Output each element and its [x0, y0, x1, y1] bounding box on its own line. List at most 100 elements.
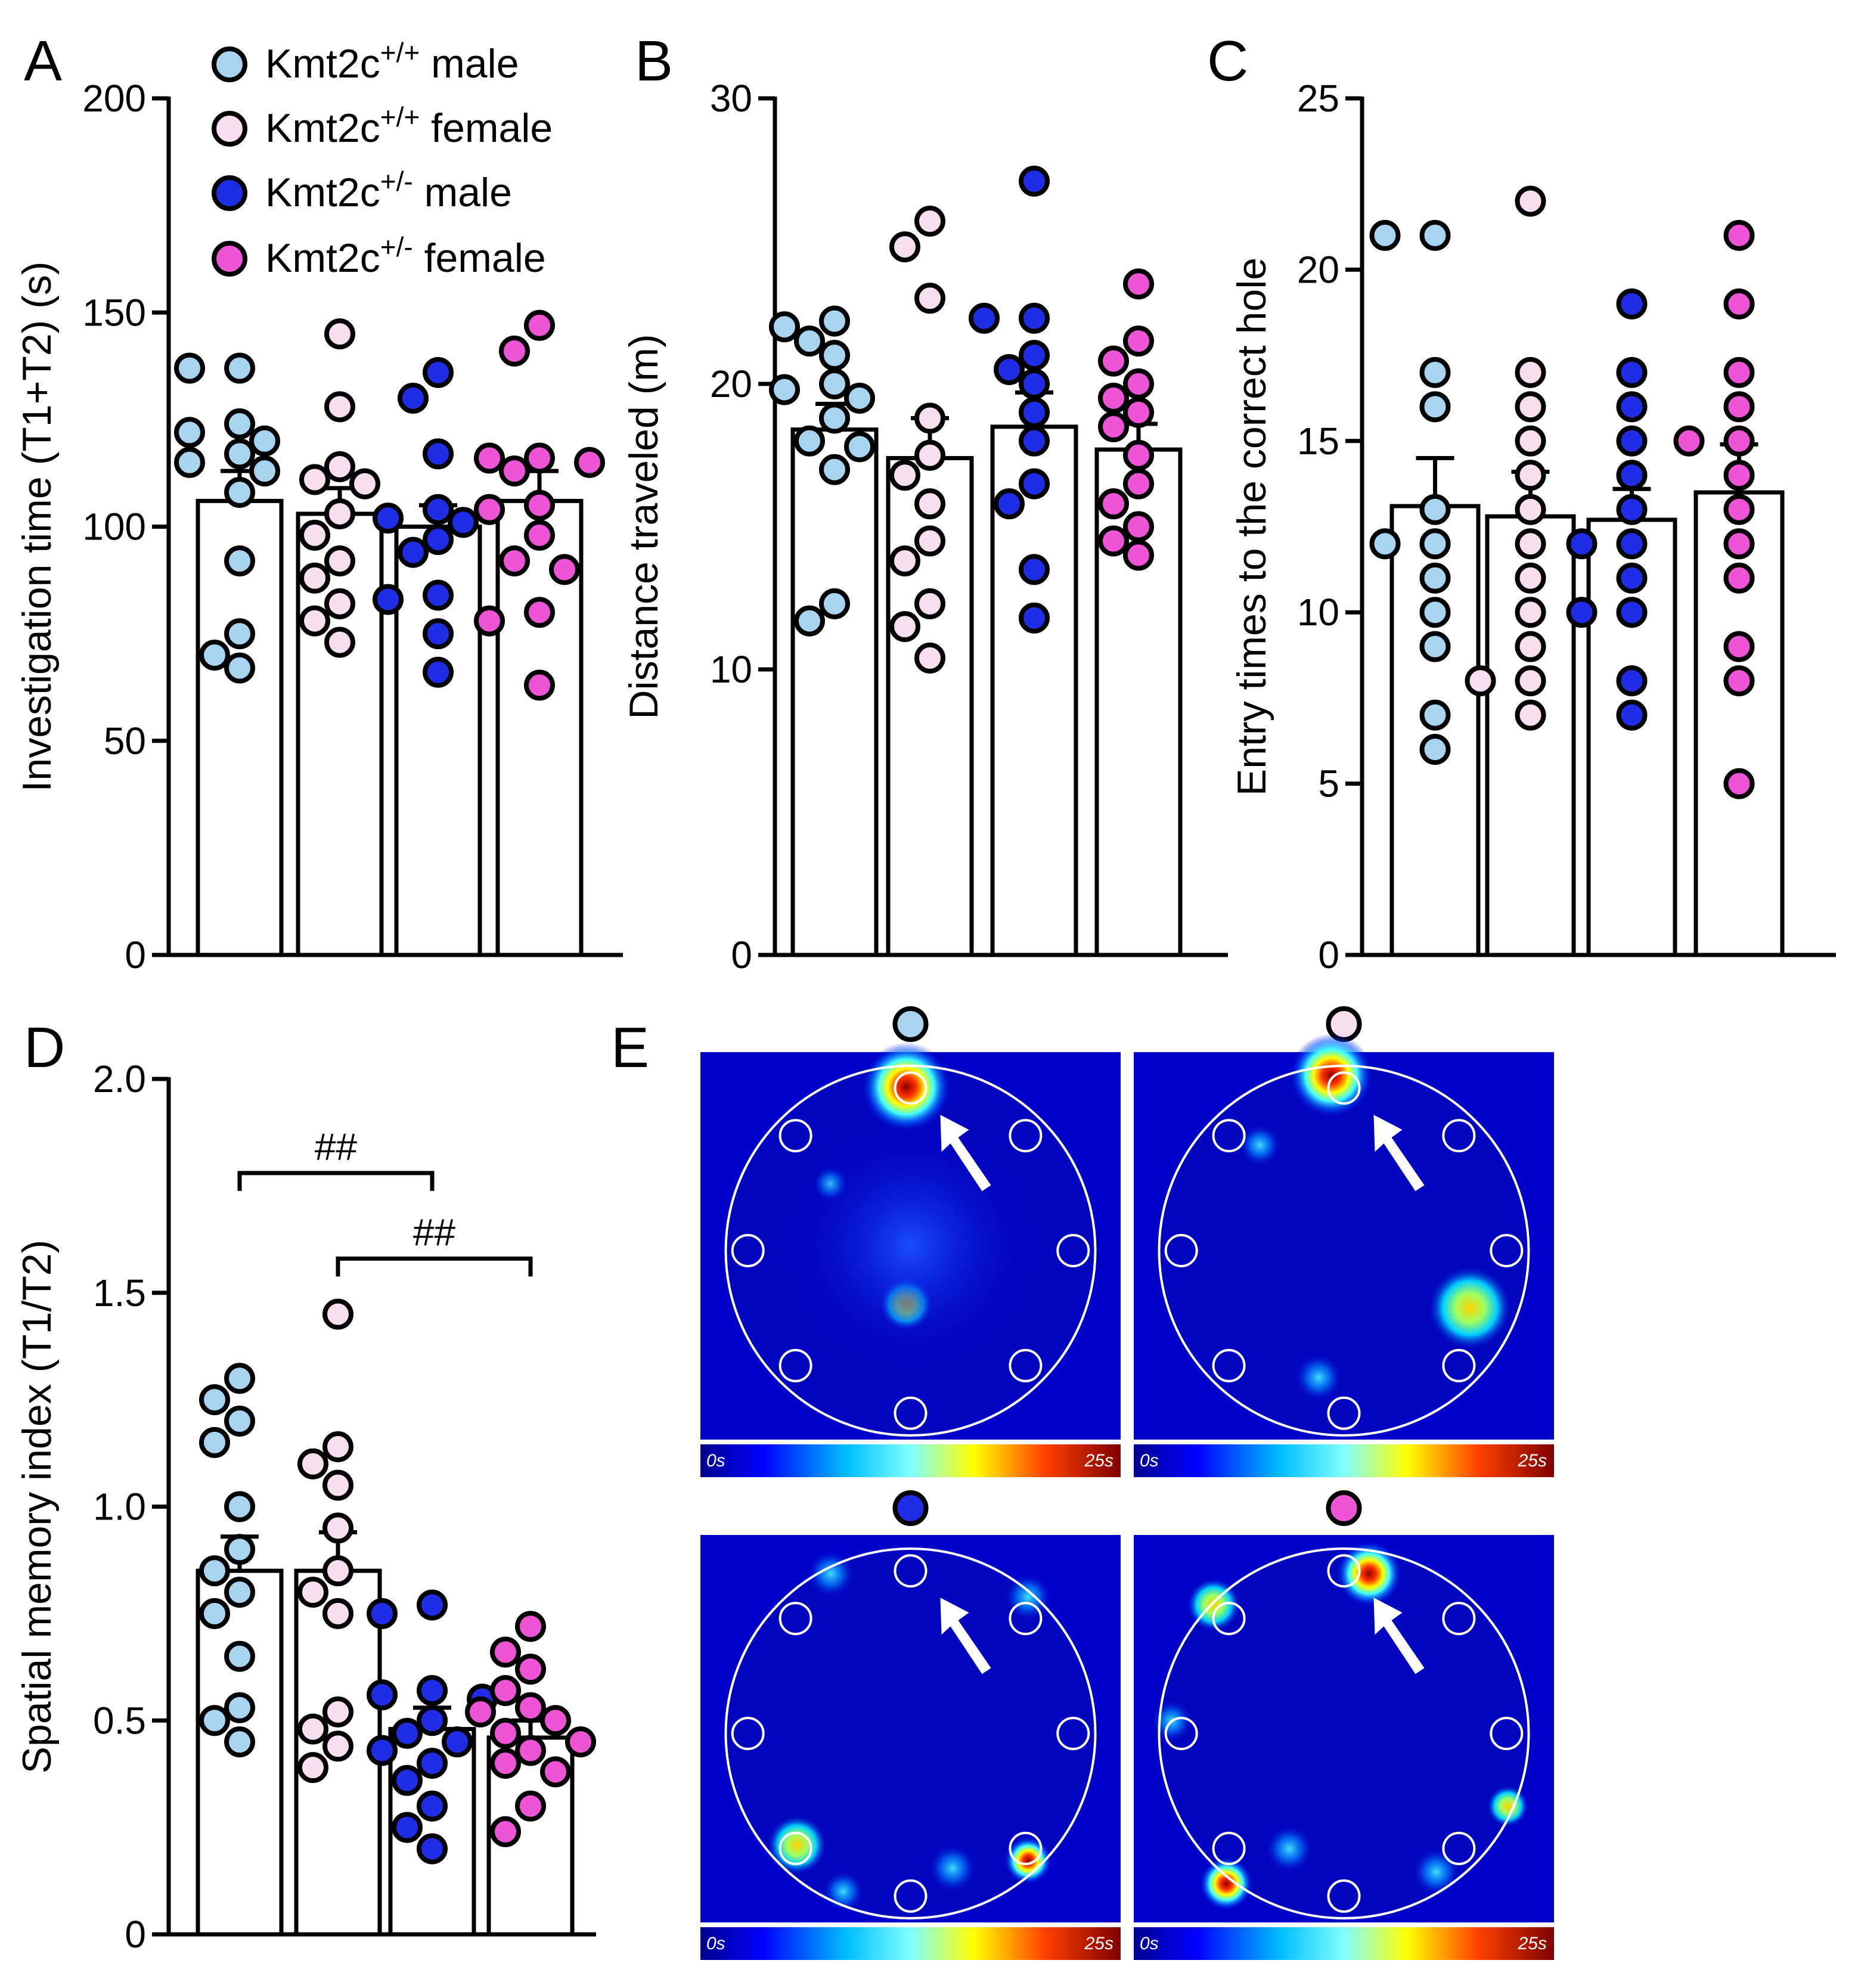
heatmap-colorbar-4	[1134, 1927, 1554, 1960]
heatmap-colorbar-3	[700, 1927, 1121, 1960]
heatmap-2	[1134, 1052, 1554, 1440]
chart-b-bar-1	[790, 427, 879, 957]
heatmap-colorbar-min-2: 0s	[1140, 1451, 1159, 1471]
chart-b-point	[1019, 425, 1050, 457]
chart-d-y-tick-label: 0	[125, 1913, 146, 1956]
chart-c-point	[1673, 425, 1705, 457]
legend-label-1: Kmt2c+/+ male	[265, 37, 519, 86]
heatmap-hotspot	[767, 1815, 827, 1875]
chart-b-point	[1019, 554, 1050, 585]
legend-marker-3	[212, 175, 247, 211]
chart-b-point	[914, 402, 945, 434]
chart-d-spatial-memory-index: 0 0.5 1.0 1.5 2.0 Spatial memory index (T1/T2…	[14, 1057, 596, 1956]
heatmap-hole	[778, 1119, 812, 1153]
heatmap-hole	[1327, 1071, 1361, 1105]
heatmap-colorbar-max-2: 25s	[1518, 1451, 1547, 1471]
chart-c-point	[1419, 562, 1451, 594]
heatmap-hotspot	[1289, 1034, 1373, 1117]
heatmap-hotspot	[1239, 1124, 1281, 1166]
chart-c-point	[1616, 288, 1648, 320]
heatmap-hole	[731, 1234, 765, 1267]
chart-b-point	[1019, 368, 1050, 399]
chart-a-point	[423, 356, 454, 388]
chart-d-point	[367, 1735, 398, 1766]
chart-c-point	[1515, 528, 1546, 560]
chart-c-bar-4	[1693, 490, 1785, 957]
chart-d-point	[199, 1598, 230, 1629]
chart-c-point	[1369, 219, 1401, 251]
chart-a-point	[373, 503, 404, 534]
heatmap-hole	[1327, 1554, 1361, 1588]
heatmap-hotspot	[861, 1042, 951, 1132]
chart-b-y-axis-title: Distance traveled (m)	[621, 334, 666, 719]
chart-c-point	[1419, 356, 1451, 388]
heatmap-hole	[1212, 1348, 1246, 1382]
chart-a-point	[324, 391, 355, 423]
heatmap-hole	[1327, 1879, 1361, 1913]
chart-a-point	[224, 408, 255, 440]
panel-letter-b: B	[635, 29, 673, 93]
chart-c-y-tick-label: 25	[1297, 77, 1339, 120]
chart-d-point	[565, 1726, 596, 1758]
chart-d-point	[490, 1636, 521, 1668]
chart-b-point	[1123, 325, 1154, 357]
chart-a-point	[324, 318, 355, 350]
chart-d-point	[322, 1469, 353, 1501]
chart-d-point	[297, 1713, 328, 1745]
chart-a-point	[398, 382, 429, 414]
chart-a-point	[474, 442, 505, 474]
chart-b-point	[819, 305, 850, 337]
chart-d-point	[442, 1726, 473, 1758]
chart-d-sig-label-2: ##	[413, 1211, 456, 1254]
legend-label-3: Kmt2c+/- male	[265, 166, 512, 215]
chart-c-point	[1515, 391, 1546, 423]
chart-b-point	[1123, 268, 1154, 300]
heatmap-arrow-2	[1373, 1115, 1425, 1192]
legend-label-2: Kmt2c+/+ female	[265, 101, 553, 151]
heatmap-arrow-4	[1373, 1598, 1425, 1674]
chart-a-point	[524, 442, 555, 474]
chart-c-point	[1723, 494, 1755, 525]
chart-a-point	[474, 605, 505, 637]
chart-b-point	[794, 325, 825, 357]
chart-d-point	[224, 1577, 255, 1608]
chart-c-point	[1515, 356, 1546, 388]
heatmap-hotspot	[807, 1550, 855, 1598]
heatmap-hole	[1212, 1119, 1246, 1153]
chart-a-point	[499, 545, 530, 576]
chart-b-point	[1123, 511, 1154, 542]
chart-a-bar-2	[296, 511, 384, 957]
chart-d-point	[322, 1696, 353, 1728]
chart-a-y-tick-label: 100	[82, 505, 146, 548]
heatmap-arrow-3	[940, 1598, 991, 1674]
chart-a-point	[423, 618, 454, 650]
chart-d-y-axis-title: Spatial memory index (T1/T2)	[14, 1240, 60, 1774]
heatmap-colorbar-max-4: 25s	[1518, 1934, 1547, 1953]
chart-c-point	[1465, 665, 1496, 697]
heatmap-hotspot	[1265, 1825, 1313, 1873]
chart-a-point	[574, 446, 605, 478]
chart-c-point	[1419, 391, 1451, 423]
chart-c-point	[1616, 597, 1648, 628]
chart-b-point	[1098, 411, 1129, 442]
chart-d-point	[199, 1384, 230, 1416]
chart-a-point	[524, 489, 555, 521]
heatmap-hotspot	[929, 1844, 976, 1892]
chart-d-point	[515, 1790, 546, 1822]
heatmap-colorbar-2	[1134, 1444, 1554, 1477]
legend-marker-1	[212, 46, 247, 82]
heatmap-hole	[1442, 1348, 1476, 1382]
heatmap-hotspot	[1428, 1266, 1512, 1350]
chart-d-point	[515, 1611, 546, 1642]
chart-d-point	[199, 1555, 230, 1587]
chart-c-point	[1515, 597, 1546, 628]
heatmap-hotspot	[1295, 1354, 1343, 1401]
heatmap-colorbar-min-1: 0s	[706, 1451, 725, 1471]
chart-c-y-axis-title: Entry times to the correct hole	[1229, 258, 1274, 796]
chart-a-point	[349, 468, 380, 500]
chart-d-y-tick-label: 2.0	[93, 1057, 146, 1100]
chart-c-y-tick-label: 0	[1318, 933, 1339, 976]
chart-b-point	[769, 374, 800, 405]
chart-d-point	[199, 1705, 230, 1736]
chart-a-point	[524, 309, 555, 341]
